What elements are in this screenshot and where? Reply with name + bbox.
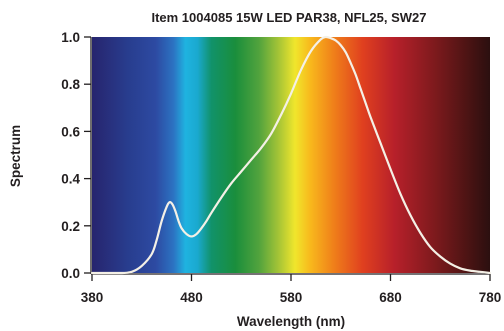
x-tick-label: 380 <box>81 290 104 305</box>
y-tick-label: 0.2 <box>61 219 80 234</box>
chart-title: Item 1004085 15W LED PAR38, NFL25, SW27 <box>151 10 426 25</box>
x-tick-label: 780 <box>479 290 502 305</box>
x-axis-ticks: 380 480 580 680 780 <box>81 274 502 305</box>
x-tick-label: 580 <box>280 290 303 305</box>
y-tick-label: 0.6 <box>61 124 80 139</box>
y-tick-label: 0.0 <box>61 266 80 281</box>
y-axis-label: Spectrum <box>8 125 23 187</box>
x-tick-label: 480 <box>180 290 203 305</box>
spectrum-background <box>92 37 490 273</box>
y-tick-label: 0.4 <box>61 172 80 187</box>
x-axis-label: Wavelength (nm) <box>237 314 345 329</box>
x-tick-label: 680 <box>379 290 402 305</box>
y-axis-ticks: 0.0 0.2 0.4 0.6 0.8 1.0 <box>61 30 91 281</box>
y-tick-label: 1.0 <box>61 30 80 45</box>
spectrum-curve <box>90 35 492 275</box>
y-tick-label: 0.8 <box>61 77 80 92</box>
